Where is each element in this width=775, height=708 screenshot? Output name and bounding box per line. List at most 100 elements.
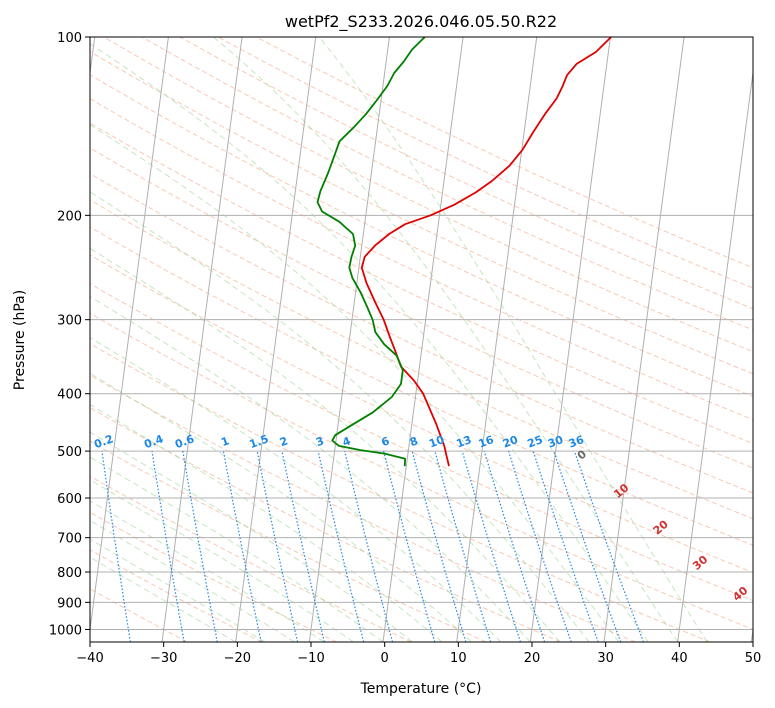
mixing-ratio-line xyxy=(256,450,299,642)
y-axis-label: Pressure (hPa) xyxy=(12,290,28,390)
y-tick-label: 900 xyxy=(57,596,82,611)
moist-adiabat-label: 40 xyxy=(730,584,750,604)
dry-adiabat xyxy=(90,283,753,602)
mixing-ratio-line xyxy=(483,450,546,642)
x-tick-label: 10 xyxy=(450,651,467,666)
isotherm xyxy=(161,37,243,642)
y-tick-label: 300 xyxy=(57,314,82,329)
plot-frame xyxy=(89,36,754,643)
mixing-ratio-label: 36 xyxy=(567,433,586,451)
isotherm xyxy=(90,37,169,634)
dry-adiabat xyxy=(90,199,753,520)
y-tick-label: 600 xyxy=(57,492,82,507)
mixing-ratio-label: 0.6 xyxy=(173,432,196,451)
isotherm xyxy=(677,68,753,642)
isotherm xyxy=(603,37,685,642)
y-tick-label: 700 xyxy=(57,532,82,547)
chart-title: wetPf2_S233.2026.046.05.50.R22 xyxy=(285,12,557,32)
dry-adiabat xyxy=(90,440,487,642)
mixing-ratio-label: 13 xyxy=(455,433,474,450)
moist-adiabat xyxy=(213,37,679,642)
dry-adiabat xyxy=(90,374,636,642)
dry-adiabat xyxy=(90,312,753,630)
moist-adiabat xyxy=(90,538,266,642)
moist-adiabat xyxy=(90,520,295,642)
isotherm xyxy=(308,37,390,642)
mixing-ratio-line xyxy=(434,450,492,642)
moist-adiabat xyxy=(90,337,502,642)
y-tick-label: 1000 xyxy=(49,623,82,638)
x-tick-label: 40 xyxy=(671,651,688,666)
moist-adiabat xyxy=(90,479,354,642)
moist-adiabat xyxy=(90,556,236,642)
dry-adiabat xyxy=(90,50,753,375)
mixing-ratio-label: 0.4 xyxy=(142,432,165,451)
moist-adiabat xyxy=(90,124,620,642)
mixing-ratio-label: 4 xyxy=(341,434,353,449)
mixing-ratio-line xyxy=(532,450,599,642)
x-tick-label: 0 xyxy=(381,651,389,666)
mixing-ratio-label: 6 xyxy=(380,434,392,449)
x-tick-label: 50 xyxy=(745,651,762,666)
moist-adiabat-label: 20 xyxy=(651,517,671,537)
isotherm xyxy=(750,625,753,642)
moist-adiabat xyxy=(90,403,443,642)
y-tick-label: 800 xyxy=(57,566,82,581)
moist-adiabat xyxy=(90,295,531,642)
data-series xyxy=(316,37,612,467)
mixing-ratio-label: 16 xyxy=(477,433,496,451)
mixing-ratio-label: 3 xyxy=(314,434,326,449)
isotherm xyxy=(456,37,538,642)
y-tick-label: 100 xyxy=(57,31,82,46)
moist-adiabat xyxy=(90,431,413,642)
dewpoint-line xyxy=(316,37,426,467)
x-tick-label: −10 xyxy=(297,651,324,666)
mixing-ratio-label: 2 xyxy=(278,434,290,449)
mixing-ratio-label: 20 xyxy=(501,433,520,451)
x-tick-label: −40 xyxy=(76,651,103,666)
moist-adiabat xyxy=(90,372,472,642)
x-tick-label: −30 xyxy=(150,651,177,666)
moist-adiabat xyxy=(90,43,649,642)
x-axis: −40 −30 −20 −10 0 10 20 30 40 50 xyxy=(76,642,761,666)
y-tick-label: 500 xyxy=(57,445,82,460)
moist-adiabat-label: 30 xyxy=(690,553,710,573)
mixing-ratio-line xyxy=(461,450,522,642)
mixing-ratio-line xyxy=(383,450,436,642)
x-tick-label: 30 xyxy=(597,651,614,666)
dry-adiabat xyxy=(103,37,753,353)
dry-adiabat xyxy=(90,343,711,642)
temperature-line xyxy=(360,37,612,467)
mixing-ratio-line xyxy=(553,450,622,642)
y-tick-label: 400 xyxy=(57,388,82,403)
mixing-ratio-line xyxy=(317,450,365,642)
mixing-ratio-label: 0.2 xyxy=(92,432,115,451)
y-tick-label: 200 xyxy=(57,209,82,224)
dry-adiabat xyxy=(217,37,753,289)
dry-adiabat xyxy=(141,37,753,331)
mixing-ratio-label: 1 xyxy=(219,434,231,449)
dry-adiabat xyxy=(90,549,263,642)
mixing-ratio-line xyxy=(344,450,394,642)
moist-adiabat xyxy=(318,37,708,642)
x-tick-label: 20 xyxy=(524,651,541,666)
dry-adiabat xyxy=(90,407,561,642)
mixing-ratio-line xyxy=(573,450,645,642)
mixing-ratio-line xyxy=(101,451,131,642)
adiabat-labels: 0.20.40.611.52346810131620253036-100-90-… xyxy=(92,432,750,604)
dry-adiabat xyxy=(255,37,753,269)
mixing-ratio-label: 25 xyxy=(526,433,545,450)
isotherm xyxy=(235,37,317,642)
moist-adiabat xyxy=(90,247,561,642)
dry-adiabat xyxy=(179,37,753,310)
mixing-ratio-line xyxy=(222,450,262,642)
moist-adiabat xyxy=(90,191,590,642)
mixing-ratio-line xyxy=(411,450,467,642)
background-lines xyxy=(90,37,753,642)
mixing-ratio-label: 30 xyxy=(546,433,565,451)
isotherm xyxy=(529,37,611,642)
mixing-ratio-label: 1.5 xyxy=(248,432,271,451)
x-axis-label: Temperature (°C) xyxy=(360,681,482,697)
mixing-ratio-label: 10 xyxy=(427,433,446,451)
dry-adiabat xyxy=(90,173,753,494)
